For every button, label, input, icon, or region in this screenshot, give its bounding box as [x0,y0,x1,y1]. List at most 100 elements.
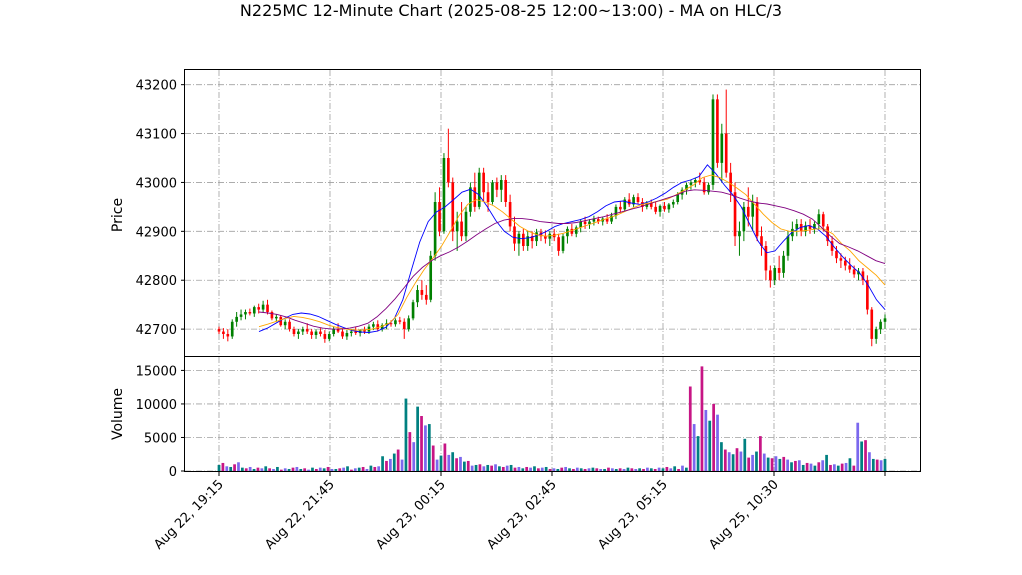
candle-body [557,237,560,251]
volume-bar [634,468,638,471]
x-tick-label: Aug 23, 02:45 [484,477,560,553]
candle-body [764,246,768,271]
volume-bar [420,416,423,471]
candle-body [394,320,397,325]
volume-bar [552,468,556,471]
volume-axis: 0 5000 10000 15000 [136,364,185,480]
volume-bar [540,467,544,471]
volume-bar [326,466,330,471]
candle-body [376,324,380,330]
volume-bar [786,459,789,471]
volume-bar [279,469,283,471]
volume-bar [334,468,338,471]
volume-bar [307,469,310,471]
volume-bar [353,468,357,471]
volume-bar [408,432,412,471]
candle-body [720,133,724,163]
volume-bar [311,467,314,471]
x-tick-label: Aug 25, 10:30 [706,477,782,553]
candle-body [244,312,247,315]
x-tick-label: Aug 23, 00:15 [373,477,449,553]
volume-bar [603,468,606,471]
candle-body [671,202,675,205]
candle-body [416,290,419,303]
volume-bar [614,468,618,471]
candle-body [755,202,759,237]
candle-body [566,228,569,237]
volume-panel-frame [184,356,921,472]
candle-body [786,236,790,256]
volume-tick-label: 5000 [144,431,177,446]
x-tick-label: Aug 23, 05:15 [595,477,671,553]
x-axis: Aug 22, 19:15 Aug 22, 21:45 Aug 23, 00:15 A… [151,471,886,553]
volume-bar [501,466,505,471]
volume-bar [439,455,443,471]
volume-bar [424,425,427,471]
volume-axis-label: Volume [110,388,126,440]
candle-body [544,236,547,239]
volume-bars [217,366,887,471]
moving-average-line [258,174,886,331]
candle-body [499,180,503,190]
volume-bar [852,465,856,471]
volume-bar [513,467,517,471]
volume-bar [848,458,852,471]
volume-bar [681,465,684,471]
candle-body [707,184,710,193]
volume-bar [840,463,844,471]
volume-bar [318,467,322,471]
volume-bar [759,436,762,471]
volume-bar [700,366,704,471]
candle-body [804,225,807,232]
candle-body [619,206,622,210]
volume-bar [256,467,260,471]
volume-bar [283,468,287,471]
candle-body [402,321,406,330]
volume-bar [797,460,801,471]
candle-body [504,180,508,202]
volume-bar [365,468,369,471]
candle-body [738,231,741,237]
volume-bar [303,468,307,471]
candle-body [654,206,657,212]
volume-bar [677,468,680,471]
volume-bar [248,466,252,471]
volume-bar [252,468,256,471]
candle-body [605,218,609,222]
volume-bar [237,462,240,471]
candle-body [817,214,821,224]
candle-body [266,304,269,312]
volume-bar [856,422,860,471]
candle-body [491,182,494,202]
candle-body [424,294,428,300]
volume-bar [649,468,653,471]
candle-body [782,255,785,273]
volume-bar [385,460,388,471]
volume-bar [572,468,575,471]
candle-body [610,215,613,222]
volume-bar [338,468,342,471]
price-tick-label: 42700 [136,323,177,338]
volume-bar [482,466,486,471]
price-tick-label: 43200 [136,79,177,94]
candle-body [561,236,565,251]
candle-body [830,241,834,251]
volume-bar [607,467,610,471]
volume-bar [478,464,482,471]
candle-body [769,270,772,281]
candle-body [729,172,732,193]
candle-body [843,260,847,266]
candle-body [433,202,437,256]
candle-body [522,233,525,246]
candle-body [813,224,816,229]
volume-bar [412,442,416,471]
volume-grid [185,357,920,472]
candle-body [288,321,291,330]
price-tick-label: 43100 [136,128,177,143]
volume-bar [704,409,708,471]
candle-body [526,236,530,246]
candle-body [535,232,538,242]
candle-body [261,304,265,310]
price-grid [185,70,920,356]
volume-bar [396,449,400,471]
